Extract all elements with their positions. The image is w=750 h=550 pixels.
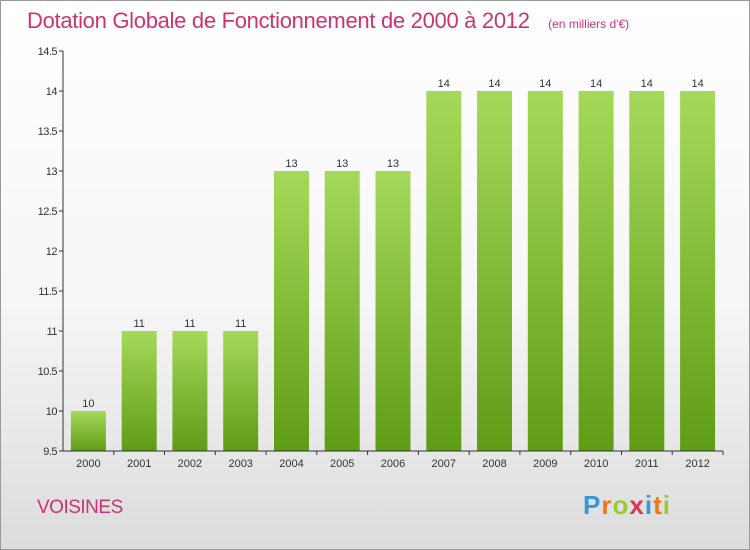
logo-letter: i — [644, 490, 654, 520]
data-label-2010: 14 — [590, 78, 602, 90]
title-block: Dotation Globale de Fonctionnement de 20… — [27, 8, 629, 34]
chart-unit: (en milliers d'€) — [548, 17, 630, 31]
data-label-2007: 14 — [438, 78, 450, 90]
x-tick-label-2008: 2008 — [482, 458, 506, 470]
y-tick-label: 11 — [47, 326, 58, 338]
proxiti-logo[interactable]: Proxiti — [583, 490, 671, 521]
chart-title: Dotation Globale de Fonctionnement de 20… — [27, 8, 530, 33]
bar-2002 — [172, 331, 208, 451]
y-tick-label: 10.5 — [38, 366, 58, 378]
logo-letter: t — [653, 490, 663, 520]
x-tick-label-2004: 2004 — [279, 458, 303, 470]
data-label-2009: 14 — [539, 78, 551, 90]
bar-2005 — [324, 171, 360, 451]
y-tick-label: 9.5 — [43, 446, 57, 458]
y-tick-label: 14.5 — [38, 46, 58, 58]
data-label-2000: 10 — [82, 398, 94, 410]
bar-2006 — [375, 171, 411, 451]
bar-2008 — [477, 91, 512, 451]
data-label-2005: 13 — [336, 158, 348, 170]
x-tick-label-2012: 2012 — [685, 458, 709, 470]
logo-letter: P — [583, 490, 602, 520]
data-label-2002: 11 — [184, 318, 195, 330]
x-tick-label-2010: 2010 — [584, 458, 608, 470]
y-tick-label: 12 — [46, 246, 58, 258]
x-tick-label-2001: 2001 — [127, 458, 151, 470]
bar-2003 — [223, 331, 259, 451]
x-tick-label-2006: 2006 — [381, 458, 405, 470]
x-tick-label-2005: 2005 — [330, 458, 354, 470]
logo-letter: x — [629, 490, 645, 520]
bar-2007 — [426, 91, 462, 451]
data-label-2011: 14 — [641, 78, 653, 90]
x-tick-label-2000: 2000 — [76, 458, 100, 470]
data-label-2012: 14 — [691, 78, 703, 90]
data-label-2006: 13 — [387, 158, 399, 170]
axes-group: 2000 2001 2002 2003 2004 2005 2006 2007 2008 2009… — [38, 46, 724, 470]
data-label-2001: 11 — [133, 318, 144, 330]
x-tick-label-2003: 2003 — [228, 458, 252, 470]
bars-group: 10 11 11 11 13 13 13 14 14 14 14 14 14 — [70, 78, 716, 451]
data-label-2008: 14 — [488, 78, 500, 90]
bar-2011 — [629, 91, 665, 451]
bar-2000 — [70, 411, 106, 451]
bar-2009 — [527, 91, 563, 451]
commune-name: VOISINES — [37, 497, 123, 518]
y-tick-label: 12.5 — [38, 206, 58, 218]
x-tick-label-2007: 2007 — [432, 458, 456, 470]
bar-2010 — [578, 91, 614, 451]
y-tick-label: 10 — [46, 406, 58, 418]
logo-letter: r — [601, 490, 613, 520]
x-tick-label-2002: 2002 — [178, 458, 202, 470]
logo-letter: i — [662, 490, 671, 520]
y-tick-label: 13.5 — [38, 126, 58, 138]
bar-2004 — [274, 171, 309, 451]
bar-2012 — [680, 91, 716, 451]
y-tick-label: 11.5 — [38, 286, 57, 298]
y-tick-label: 13 — [46, 166, 58, 178]
data-label-2004: 13 — [285, 158, 297, 170]
y-tick-label: 14 — [46, 86, 58, 98]
x-tick-label-2011: 2011 — [635, 458, 659, 470]
x-tick-label-2009: 2009 — [533, 458, 557, 470]
logo-letter: o — [612, 490, 630, 520]
bar-2001 — [121, 331, 157, 451]
data-label-2003: 11 — [235, 318, 246, 330]
